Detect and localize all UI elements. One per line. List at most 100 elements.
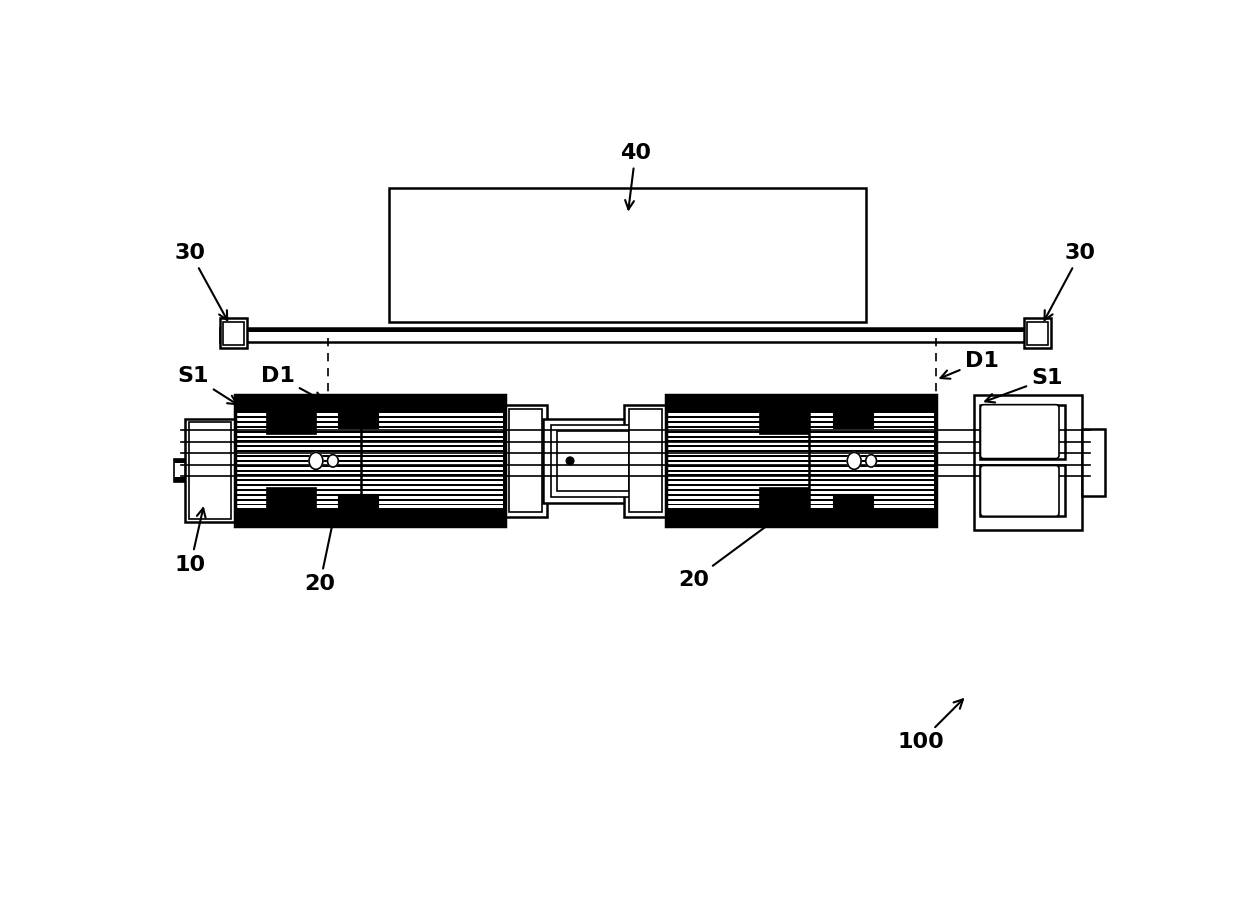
Bar bbox=[666, 395, 936, 526]
Bar bbox=[174, 477, 185, 482]
Bar bbox=[268, 413, 316, 434]
Bar bbox=[668, 501, 934, 504]
Bar bbox=[237, 457, 503, 460]
Bar bbox=[188, 423, 231, 519]
Bar bbox=[185, 418, 236, 522]
Bar bbox=[668, 506, 934, 508]
Bar bbox=[1028, 321, 1048, 344]
Text: D1: D1 bbox=[940, 351, 999, 379]
Bar bbox=[668, 423, 934, 426]
Bar bbox=[268, 488, 316, 509]
Circle shape bbox=[567, 457, 574, 465]
Bar bbox=[237, 472, 503, 474]
Bar bbox=[1083, 428, 1105, 495]
Bar bbox=[668, 448, 934, 450]
Text: 100: 100 bbox=[897, 699, 963, 752]
Bar bbox=[337, 413, 377, 427]
Text: 40: 40 bbox=[620, 143, 651, 209]
Bar bbox=[668, 476, 934, 479]
Bar bbox=[975, 395, 1083, 530]
Bar bbox=[551, 425, 635, 497]
Text: S1: S1 bbox=[986, 368, 1063, 402]
Bar bbox=[760, 413, 808, 434]
Bar bbox=[668, 491, 934, 494]
Bar bbox=[668, 467, 934, 470]
Bar bbox=[237, 414, 503, 416]
Bar bbox=[237, 442, 503, 446]
Bar bbox=[337, 494, 377, 509]
Bar bbox=[666, 395, 936, 526]
Bar bbox=[981, 404, 1065, 459]
Bar bbox=[668, 486, 934, 489]
Bar bbox=[236, 395, 505, 526]
Bar bbox=[666, 509, 936, 526]
Bar bbox=[833, 413, 873, 427]
Text: 20: 20 bbox=[304, 516, 337, 594]
Bar bbox=[505, 404, 547, 517]
Bar bbox=[668, 482, 934, 484]
Bar bbox=[237, 437, 503, 440]
Bar bbox=[174, 459, 185, 482]
Bar bbox=[668, 442, 934, 446]
Bar bbox=[237, 486, 503, 489]
Bar bbox=[543, 418, 644, 503]
Bar bbox=[668, 472, 934, 474]
Bar bbox=[237, 423, 503, 426]
Bar bbox=[760, 488, 808, 509]
Bar bbox=[624, 404, 666, 517]
Bar bbox=[833, 494, 873, 509]
Ellipse shape bbox=[847, 452, 861, 470]
Bar bbox=[236, 509, 505, 526]
Bar bbox=[668, 457, 934, 460]
FancyBboxPatch shape bbox=[981, 404, 1059, 459]
Bar bbox=[219, 329, 1048, 332]
Bar bbox=[237, 476, 503, 479]
Bar bbox=[174, 459, 185, 463]
Bar bbox=[237, 491, 503, 494]
Bar bbox=[337, 413, 377, 427]
Bar bbox=[223, 321, 243, 344]
Bar bbox=[237, 501, 503, 504]
Bar bbox=[668, 461, 934, 465]
Bar bbox=[237, 506, 503, 508]
Bar bbox=[236, 395, 505, 526]
Bar bbox=[760, 488, 808, 509]
Bar bbox=[268, 413, 316, 434]
Ellipse shape bbox=[327, 455, 339, 467]
Bar bbox=[237, 467, 503, 470]
Bar bbox=[237, 428, 503, 431]
Bar bbox=[981, 465, 1065, 517]
Text: D1: D1 bbox=[260, 367, 322, 401]
Bar bbox=[389, 188, 867, 322]
Ellipse shape bbox=[866, 455, 877, 467]
Bar bbox=[557, 431, 630, 491]
Bar bbox=[833, 413, 873, 427]
Bar bbox=[668, 433, 934, 436]
Bar bbox=[668, 418, 934, 421]
FancyBboxPatch shape bbox=[981, 465, 1059, 517]
Bar bbox=[629, 409, 662, 512]
Text: 20: 20 bbox=[678, 518, 777, 590]
Bar bbox=[237, 433, 503, 436]
Bar bbox=[268, 488, 316, 509]
Bar bbox=[510, 409, 542, 512]
Bar bbox=[337, 494, 377, 509]
Bar bbox=[237, 452, 503, 455]
Bar bbox=[219, 329, 1048, 343]
Bar bbox=[668, 452, 934, 455]
Bar bbox=[237, 482, 503, 484]
Bar bbox=[668, 414, 934, 416]
Bar bbox=[760, 413, 808, 434]
Bar bbox=[237, 448, 503, 450]
Bar bbox=[237, 418, 503, 421]
Ellipse shape bbox=[309, 452, 322, 470]
Text: 30: 30 bbox=[175, 243, 227, 321]
Bar bbox=[237, 495, 503, 498]
Bar bbox=[668, 428, 934, 431]
Bar bbox=[833, 494, 873, 509]
Bar bbox=[1024, 319, 1052, 348]
Bar bbox=[219, 319, 247, 348]
Text: S1: S1 bbox=[177, 367, 237, 404]
Bar bbox=[237, 461, 503, 465]
Bar bbox=[668, 495, 934, 498]
